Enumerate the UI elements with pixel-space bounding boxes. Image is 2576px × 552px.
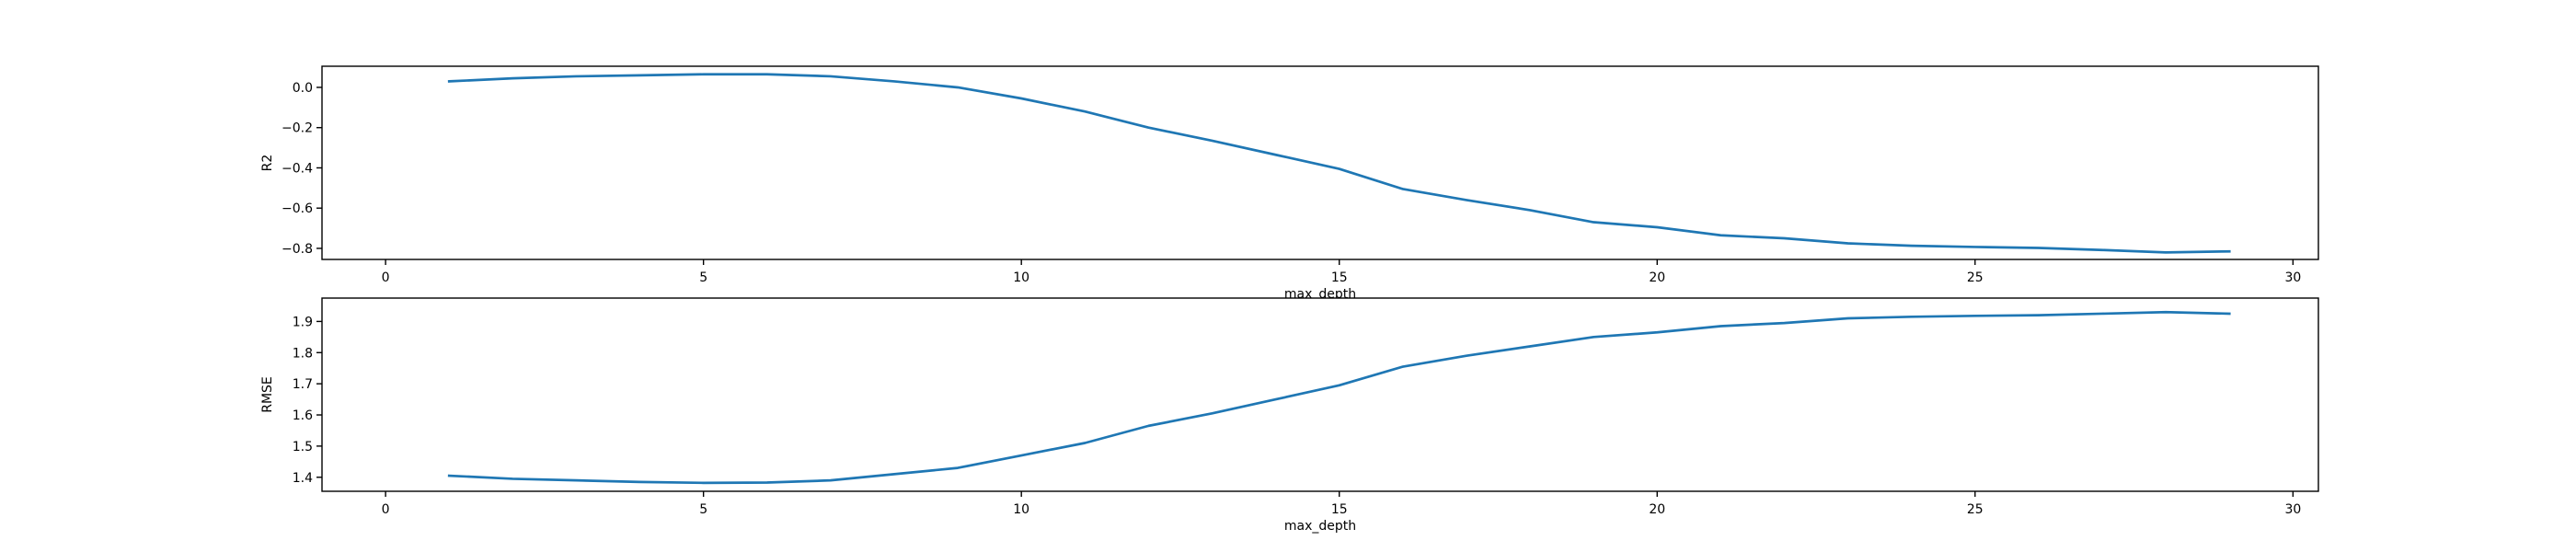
subplot-2-y-tick-label: 1.5 [293, 440, 313, 454]
subplot-2-x-axis-label: max_depth [1284, 519, 1356, 534]
subplot-2-x-tick-label: 25 [1967, 502, 1984, 517]
subplot-1-x-tick-label: 30 [2284, 270, 2301, 285]
subplot-2-series-line [447, 310, 2231, 485]
subplot-2-x-tick-label: 15 [1331, 502, 1348, 517]
subplot-1-x-tick-label: 0 [382, 270, 390, 285]
subplot-2-axes: 0 5 10 15 20 25 30 1.4 1.5 1.6 1.7 1.8 1.9 max_depth R… [260, 297, 2319, 534]
subplot-2-y-tick-label: 1.8 [293, 346, 313, 361]
subplot-1-frame [321, 65, 2319, 260]
subplot-1-x-tick-label: 15 [1331, 270, 1348, 285]
subplot-1-x-tick-label: 5 [699, 270, 707, 285]
subplot-2-y-tick-label: 1.9 [293, 315, 313, 329]
subplot-2-x-tick-label: 5 [699, 502, 707, 517]
subplot-2-y-axis-label: RMSE [260, 376, 275, 413]
subplot-1-y-axis-label: R2 [260, 155, 275, 172]
subplot-1-series-line [447, 73, 2231, 254]
subplot-2-x-tick-label: 30 [2284, 502, 2301, 517]
subplot-1-y-tick-label: −0.4 [282, 161, 313, 176]
subplot-1-y-tick-label: −0.2 [282, 121, 313, 136]
subplot-2-y-tick-label: 1.7 [293, 377, 313, 392]
subplot-2-x-tick-label: 20 [1649, 502, 1665, 517]
subplot-1-plot-area [322, 66, 2318, 259]
subplot-1-x-tick-label: 20 [1649, 270, 1665, 285]
subplot-2-x-tick-label: 0 [382, 502, 390, 517]
subplot-2-y-tick-label: 1.4 [293, 471, 313, 486]
subplot-1-y-tick-label: −0.8 [282, 242, 313, 257]
subplot-1-axes: 0 5 10 15 20 25 300.0−0.2−0.4−0.6−0.8max_depth… [260, 65, 2319, 302]
subplot-2-x-tick-label: 10 [1013, 502, 1029, 517]
subplot-2-plot-area [322, 298, 2318, 491]
subplot-1-y-tick-label: −0.6 [282, 201, 313, 216]
subplot-1-y-tick-label: 0.0 [293, 81, 313, 96]
subplot-1-x-tick-label: 25 [1967, 270, 1984, 285]
subplot-1-x-tick-label: 10 [1013, 270, 1029, 285]
subplot-2-frame [321, 297, 2319, 492]
subplot-2-y-tick-label: 1.6 [293, 408, 313, 423]
